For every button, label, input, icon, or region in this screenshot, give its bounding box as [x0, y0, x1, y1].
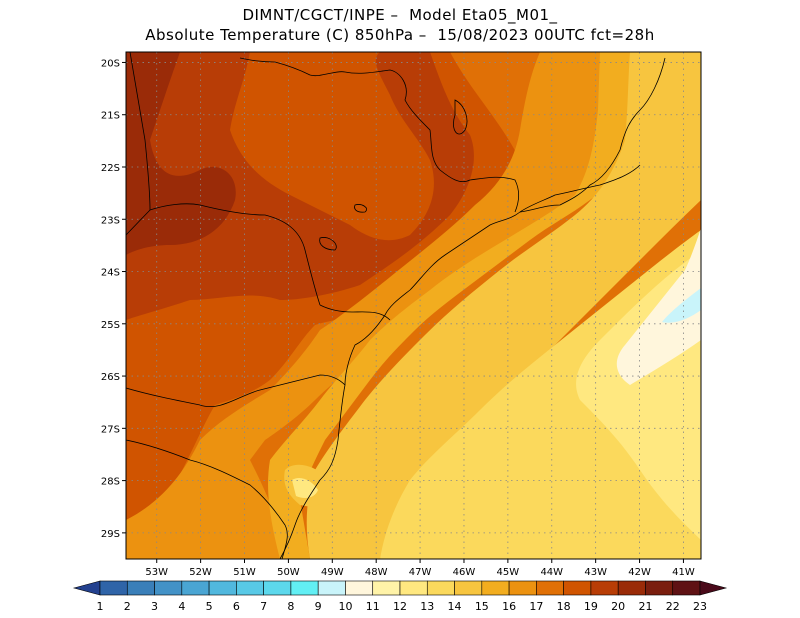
- lon-tick-label: 46W: [453, 567, 476, 578]
- temperature-field: [126, 52, 701, 559]
- colorbar-segment: [181, 580, 210, 596]
- colorbar: 1 2 3 4 5 6 7 8 9 10 11 12 13 14 15 16 17 18 19 20 21 22 23: [72, 580, 728, 613]
- colorbar-label: 11: [366, 600, 380, 613]
- chart-title-line1: DIMNT/CGCT/INPE – Model Eta05_M01_: [242, 6, 558, 24]
- colorbar-segment: [372, 580, 401, 596]
- plot-frame: [125, 51, 702, 560]
- colorbar-label: 12: [393, 600, 407, 613]
- colorbar-label: 4: [178, 600, 185, 613]
- colorbar-label: 21: [638, 600, 652, 613]
- state-border-3: [319, 304, 391, 321]
- lat-tick-label: 27S: [101, 424, 120, 435]
- temp-band-15: [306, 52, 701, 559]
- coastline: [279, 57, 666, 559]
- colorbar-label: 3: [151, 600, 158, 613]
- colorbar-upper-extension: [699, 580, 728, 596]
- longitude-labels: 53W 52W 51W 50W 49W 48W 47W 46W 45W 44W 43W 42W 41W: [145, 559, 695, 578]
- lon-tick-label: 53W: [145, 567, 168, 578]
- colorbar-segment: [454, 580, 483, 596]
- colorbar-segment: [536, 580, 564, 596]
- colorbar-label: 2: [124, 600, 131, 613]
- colorbar-label: 5: [206, 600, 213, 613]
- lon-tick-label: 49W: [321, 567, 344, 578]
- colorbar-label: 23: [693, 600, 707, 613]
- temp-band-11: [616, 228, 701, 385]
- colorbar-segment: [208, 580, 237, 596]
- colorbar-lower-extension: [72, 580, 101, 596]
- graticule: [126, 52, 701, 559]
- state-border-6: [126, 52, 151, 236]
- temp-band-14: [380, 230, 701, 559]
- colorbar-segment: [672, 580, 701, 596]
- colorbar-segment: [236, 580, 264, 596]
- colorbar-segment: [426, 580, 455, 596]
- state-border-4: [126, 374, 346, 407]
- political-boundaries: [126, 52, 666, 559]
- colorbar-segment: [154, 580, 183, 596]
- lake-2: [319, 237, 337, 251]
- temp-band-20: [126, 52, 474, 320]
- colorbar-label: 18: [557, 600, 571, 613]
- colorbar-label: 6: [233, 600, 240, 613]
- state-border-2: [149, 203, 321, 306]
- colorbar-segment: [290, 580, 319, 596]
- colorbar-segment: [126, 580, 155, 596]
- lat-tick-label: 29S: [101, 529, 120, 540]
- lat-tick-label: 25S: [101, 320, 120, 331]
- colorbar-label: 14: [448, 600, 462, 613]
- lat-tick-label: 22S: [101, 163, 120, 174]
- lon-tick-label: 42W: [628, 567, 651, 578]
- lon-tick-label: 50W: [277, 567, 300, 578]
- lat-tick-label: 26S: [101, 372, 120, 383]
- colorbar-segment: [563, 580, 592, 596]
- lat-tick-label: 20S: [101, 58, 120, 69]
- colorbar-segment: [263, 580, 292, 596]
- state-border-7: [519, 164, 641, 213]
- temp-band-17: [126, 52, 701, 559]
- colorbar-segment: [481, 580, 510, 596]
- colorbar-segment: [99, 580, 128, 596]
- colorbar-label: 8: [287, 600, 294, 613]
- colorbar-segment: [399, 580, 428, 596]
- colorbar-label: 13: [420, 600, 434, 613]
- state-border-1: [239, 57, 520, 213]
- temp-band-16: [268, 52, 701, 559]
- lon-tick-label: 41W: [672, 567, 695, 578]
- lat-tick-label: 23S: [101, 215, 120, 226]
- lon-tick-label: 47W: [409, 567, 432, 578]
- lon-tick-label: 45W: [497, 567, 520, 578]
- latitude-labels: 20S 21S 22S 23S 24S 25S 26S 27S 28S 29S: [101, 58, 126, 540]
- lon-tick-label: 43W: [584, 567, 607, 578]
- temp-band-10: [662, 288, 701, 323]
- colorbar-segment: [617, 580, 646, 596]
- colorbar-label: 15: [475, 600, 489, 613]
- lon-tick-label: 48W: [365, 567, 388, 578]
- lat-tick-label: 24S: [101, 268, 120, 279]
- colorbar-segment: [345, 580, 374, 596]
- colorbar-segment: [645, 580, 674, 596]
- lon-tick-label: 52W: [189, 567, 212, 578]
- temp-band-21: [126, 52, 236, 255]
- lake-1: [453, 99, 468, 135]
- lon-tick-label: 51W: [233, 567, 256, 578]
- colorbar-label: 22: [666, 600, 680, 613]
- colorbar-segment: [590, 580, 619, 596]
- lat-tick-label: 28S: [101, 477, 120, 488]
- colorbar-label: 9: [315, 600, 322, 613]
- colorbar-segment: [508, 580, 537, 596]
- colorbar-label: 1: [97, 600, 104, 613]
- colorbar-label: 20: [611, 600, 625, 613]
- colorbar-label: 19: [584, 600, 598, 613]
- colorbar-label: 17: [529, 600, 543, 613]
- lat-tick-label: 21S: [101, 111, 120, 122]
- chart-title-line2: Absolute Temperature (C) 850hPa – 15/08/…: [145, 26, 655, 44]
- colorbar-label: 7: [260, 600, 267, 613]
- state-border-5: [126, 439, 288, 559]
- lake-3: [354, 204, 367, 213]
- lon-tick-label: 44W: [540, 567, 563, 578]
- colorbar-segment: [317, 580, 346, 596]
- colorbar-label: 16: [502, 600, 516, 613]
- colorbar-label: 10: [338, 600, 352, 613]
